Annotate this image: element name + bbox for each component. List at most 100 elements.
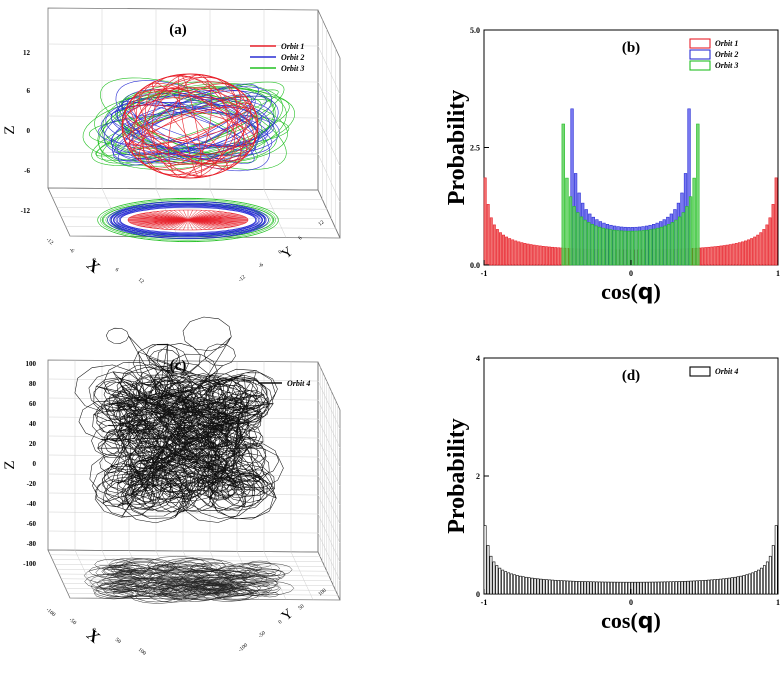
- grid-line: [317, 437, 341, 487]
- orbit-2-projection: [113, 204, 263, 236]
- x-tick-label: -1: [481, 598, 488, 607]
- histogram-bar-1: [495, 565, 499, 595]
- x-tick-label: -100: [45, 607, 57, 618]
- x-axis-label-symbol: q: [638, 280, 654, 305]
- histogram-bar-1: [501, 569, 505, 595]
- x-axis-label: cos(q): [601, 279, 661, 305]
- histogram-bar-1: [486, 204, 490, 266]
- grid-line: [155, 188, 179, 237]
- x-axis-label-prefix: cos(: [601, 608, 638, 633]
- histogram-bar-1: [563, 580, 566, 595]
- z-tick-label: -60: [27, 520, 37, 528]
- histogram-bar-3: [572, 206, 576, 266]
- histogram-bar-1: [740, 241, 744, 266]
- histogram-bar-1: [507, 572, 511, 595]
- histogram-bar-1: [520, 242, 524, 266]
- grid-line: [317, 81, 341, 131]
- histogram-bar-3: [568, 196, 573, 266]
- histogram-bar-3: [685, 206, 689, 266]
- orbit-2-projection: [120, 207, 256, 233]
- histogram-bar-1: [483, 525, 487, 595]
- histogram-bar-1: [527, 577, 531, 595]
- histogram-bar-1: [571, 580, 575, 595]
- orbit-3-projection: [100, 199, 276, 241]
- histogram-bar-1: [510, 573, 513, 595]
- histogram-bar-1: [486, 545, 490, 595]
- orbit-2-projection: [109, 202, 267, 238]
- legend-swatch: [689, 49, 711, 60]
- histogram-bar-1: [633, 581, 637, 595]
- histogram-bar-1: [489, 217, 493, 266]
- y-tick-label: -100: [237, 642, 249, 653]
- histogram-bar-1: [535, 245, 539, 266]
- orbit-1-outline: [121, 73, 259, 179]
- orbit-2-trajectory: [127, 90, 252, 159]
- histogram-bar-1: [630, 581, 634, 595]
- z-tick-label: 0: [33, 460, 37, 468]
- histogram-bar-1: [618, 581, 622, 595]
- x-tick-label: 1: [776, 598, 780, 607]
- orbit-2-projection: [111, 202, 265, 238]
- y-tick-label: 5.0: [470, 26, 480, 35]
- panel-c-data: 100 80 60 40 20 0 -20 -40 -60 -80 -100 Z -100 -50 0 50 1…: [2, 316, 328, 657]
- histogram-bar-1: [586, 581, 590, 595]
- histogram-bar-1: [765, 224, 769, 266]
- y-tick-label: 2.5: [470, 144, 480, 153]
- y-axis-label: Probability: [444, 418, 470, 534]
- histogram-bar-1: [701, 247, 705, 266]
- histogram-bar-1: [504, 571, 508, 595]
- legend-swatch: [689, 366, 711, 377]
- orbit-2-trajectory: [111, 86, 273, 163]
- histogram-bar-3: [594, 225, 598, 266]
- histogram-bar-1: [583, 581, 587, 595]
- legend-label: Orbit 3: [715, 61, 738, 70]
- x-axis-label-prefix: cos(: [601, 279, 638, 304]
- legend-swatch: [689, 60, 711, 71]
- x-tick-label: 1: [776, 269, 780, 278]
- histogram-bar-1: [713, 246, 717, 266]
- histogram-bar-1: [719, 245, 723, 266]
- histogram-bar-1: [765, 561, 769, 595]
- z-axis-label: Z: [2, 460, 18, 469]
- y-tick-label: 0: [476, 590, 480, 599]
- histogram-bar-1: [716, 246, 720, 266]
- histogram-bar-1: [704, 247, 708, 266]
- histogram-bar-1: [508, 238, 512, 266]
- histogram-bar-1: [511, 239, 515, 266]
- histogram-bar-3: [656, 227, 660, 266]
- histogram-bar-1: [615, 581, 619, 595]
- histogram-bar-1: [727, 577, 731, 595]
- histogram-bar-1: [657, 581, 660, 595]
- z-tick-label: 0: [27, 127, 31, 135]
- z-tick-label: -40: [27, 500, 37, 508]
- histogram-bar-3: [565, 177, 569, 266]
- histogram-bar-3: [674, 219, 678, 266]
- y-tick-label: 0: [277, 249, 283, 256]
- histogram-bar-3: [659, 226, 664, 266]
- histogram-bar-1: [580, 581, 584, 595]
- histogram-bar-1: [710, 579, 713, 595]
- histogram-bar-1: [695, 580, 699, 595]
- floor: [47, 549, 341, 601]
- z-tick-label: -6: [24, 167, 30, 175]
- z-tick-label: 80: [29, 380, 37, 388]
- histogram-bar-1: [713, 579, 716, 595]
- orbit-2-trajectory: [116, 95, 267, 156]
- orbit-2-projection: [107, 201, 269, 239]
- histogram-bar-3: [597, 226, 602, 266]
- histogram-bar-1: [698, 580, 702, 595]
- histogram-bar-1: [498, 567, 502, 595]
- x-tick-label: 100: [137, 647, 147, 657]
- histogram-bar-1: [734, 243, 738, 266]
- histogram-bar-1: [753, 236, 757, 266]
- x-axis-label-symbol: q: [638, 609, 654, 634]
- histogram-bar-1: [645, 581, 649, 595]
- floor: [47, 187, 341, 239]
- y-tick-label: 6: [297, 235, 303, 242]
- histogram-bar-1: [663, 581, 666, 595]
- histogram-bar-1: [686, 580, 690, 595]
- histogram-bar-3: [645, 229, 649, 266]
- histogram-bar-1: [532, 244, 536, 266]
- histogram-bar-1: [751, 572, 755, 595]
- z-tick-label: -20: [27, 480, 37, 488]
